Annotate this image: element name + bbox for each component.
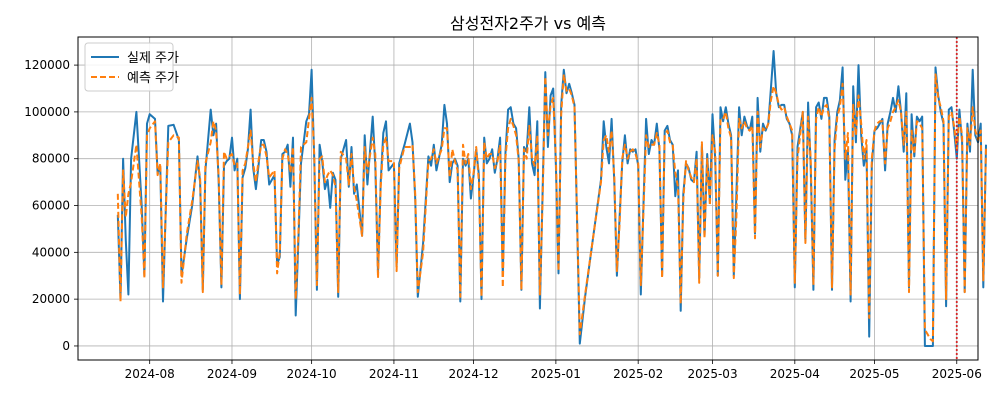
y-tick-label: 40000 xyxy=(32,245,70,259)
x-axis: 2024-08 2024-09 2024-10 2024-11 2024-12 2025-… xyxy=(125,360,982,381)
y-tick-label: 80000 xyxy=(32,152,70,166)
y-tick-label: 100000 xyxy=(24,105,70,119)
legend-label-actual: 실제 주가 xyxy=(127,51,179,66)
x-tick-label: 2025-04 xyxy=(770,367,820,381)
x-tick-label: 2025-03 xyxy=(687,367,737,381)
x-tick-label: 2024-12 xyxy=(449,367,499,381)
x-tick-label: 2025-06 xyxy=(932,367,982,381)
x-tick-label: 2025-05 xyxy=(849,367,899,381)
x-tick-label: 2024-08 xyxy=(125,367,175,381)
plot-area xyxy=(116,37,987,360)
legend-box xyxy=(84,42,174,92)
y-tick-label: 120000 xyxy=(24,58,70,72)
y-axis: 0 20000 40000 60000 80000 100000 120000 xyxy=(24,58,78,353)
y-tick-label: 60000 xyxy=(32,199,70,213)
y-tick-label: 20000 xyxy=(32,292,70,306)
x-tick-label: 2024-09 xyxy=(207,367,257,381)
x-tick-label: 2025-02 xyxy=(613,367,663,381)
chart-title: 삼성전자2주가 vs 예측 xyxy=(450,14,606,33)
x-tick-label: 2024-10 xyxy=(287,367,337,381)
legend: 실제 주가 예측 주가 xyxy=(84,42,179,92)
x-tick-label: 2024-11 xyxy=(369,367,419,381)
y-tick-label: 0 xyxy=(62,339,70,353)
axes-frame xyxy=(77,36,979,361)
series-line-predicted xyxy=(116,73,987,343)
legend-label-predicted: 예측 주가 xyxy=(127,71,179,86)
x-tick-label: 2025-01 xyxy=(531,367,581,381)
